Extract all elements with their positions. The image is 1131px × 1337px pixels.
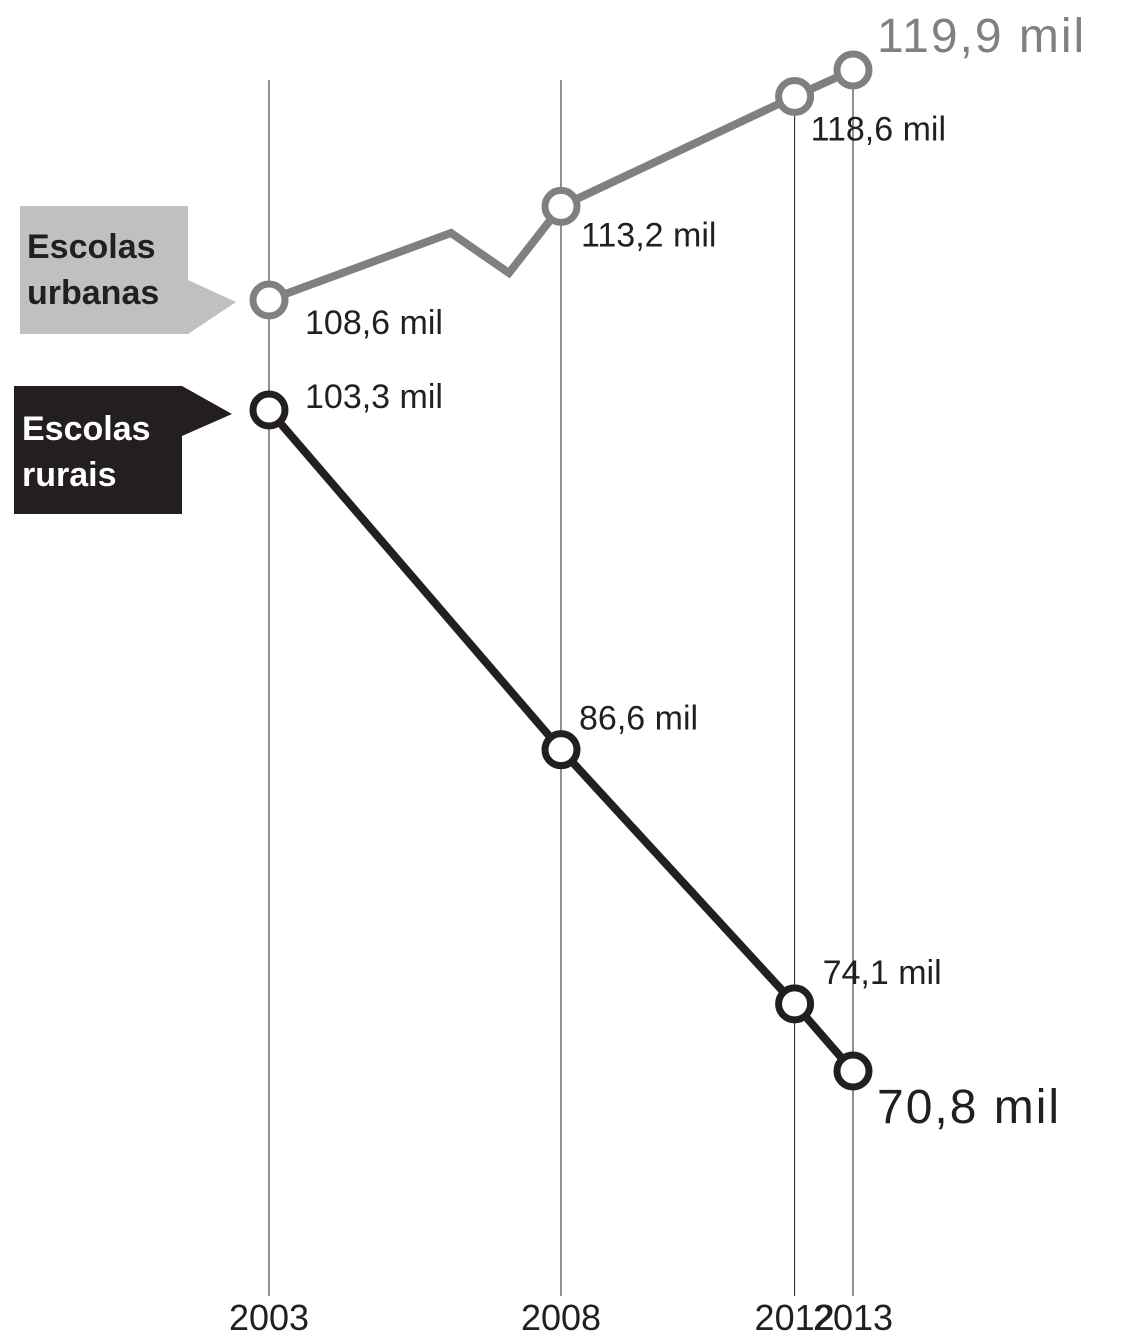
x-tick-2013: 2013	[813, 1297, 893, 1337]
legend-rurais-line2: rurais	[22, 456, 117, 494]
x-tick-2008: 2008	[521, 1297, 601, 1337]
legend-urbanas: Escolas urbanas	[20, 206, 236, 334]
value-label-urbanas-2012: 118,6 mil	[811, 110, 946, 148]
legend-urbanas-line1: Escolas	[27, 228, 156, 266]
series-line-rurais	[265, 407, 857, 1074]
point-urbanas-2012	[775, 76, 815, 116]
point-rurais-2008	[541, 730, 581, 770]
legend-rurais: Escolas rurais	[14, 386, 232, 514]
legend-urbanas-box	[20, 206, 236, 334]
legend-rurais-box	[14, 386, 232, 514]
point-rurais-2003	[249, 390, 289, 430]
value-label-rurais-2008: 86,6 mil	[579, 700, 698, 738]
point-urbanas-2008	[541, 186, 581, 226]
value-label-rurais-2013: 70,8 mil	[877, 1081, 1061, 1134]
x-tick-2003: 2003	[229, 1297, 309, 1337]
value-label-urbanas-2008: 113,2 mil	[581, 216, 716, 254]
point-urbanas-2003	[249, 280, 289, 320]
year-gridlines	[268, 80, 854, 1296]
x-tick-2012: 2012	[755, 1297, 835, 1337]
point-urbanas-2013	[833, 50, 873, 90]
value-label-urbanas-2013: 119,9 mil	[877, 10, 1086, 63]
point-rurais-2012	[775, 984, 815, 1024]
legend-rurais-line1: Escolas	[22, 410, 151, 448]
point-rurais-2013	[833, 1051, 873, 1091]
legend-urbanas-line2: urbanas	[27, 274, 159, 312]
value-label-rurais-2003: 103,3 mil	[305, 378, 443, 416]
value-label-urbanas-2003: 108,6 mil	[305, 304, 443, 342]
value-label-rurais-2012: 74,1 mil	[823, 954, 942, 992]
value-labels: 108,6 mil 113,2 mil 118,6 mil 119,9 mil 103,…	[305, 10, 1086, 1134]
series-points	[249, 50, 873, 1091]
